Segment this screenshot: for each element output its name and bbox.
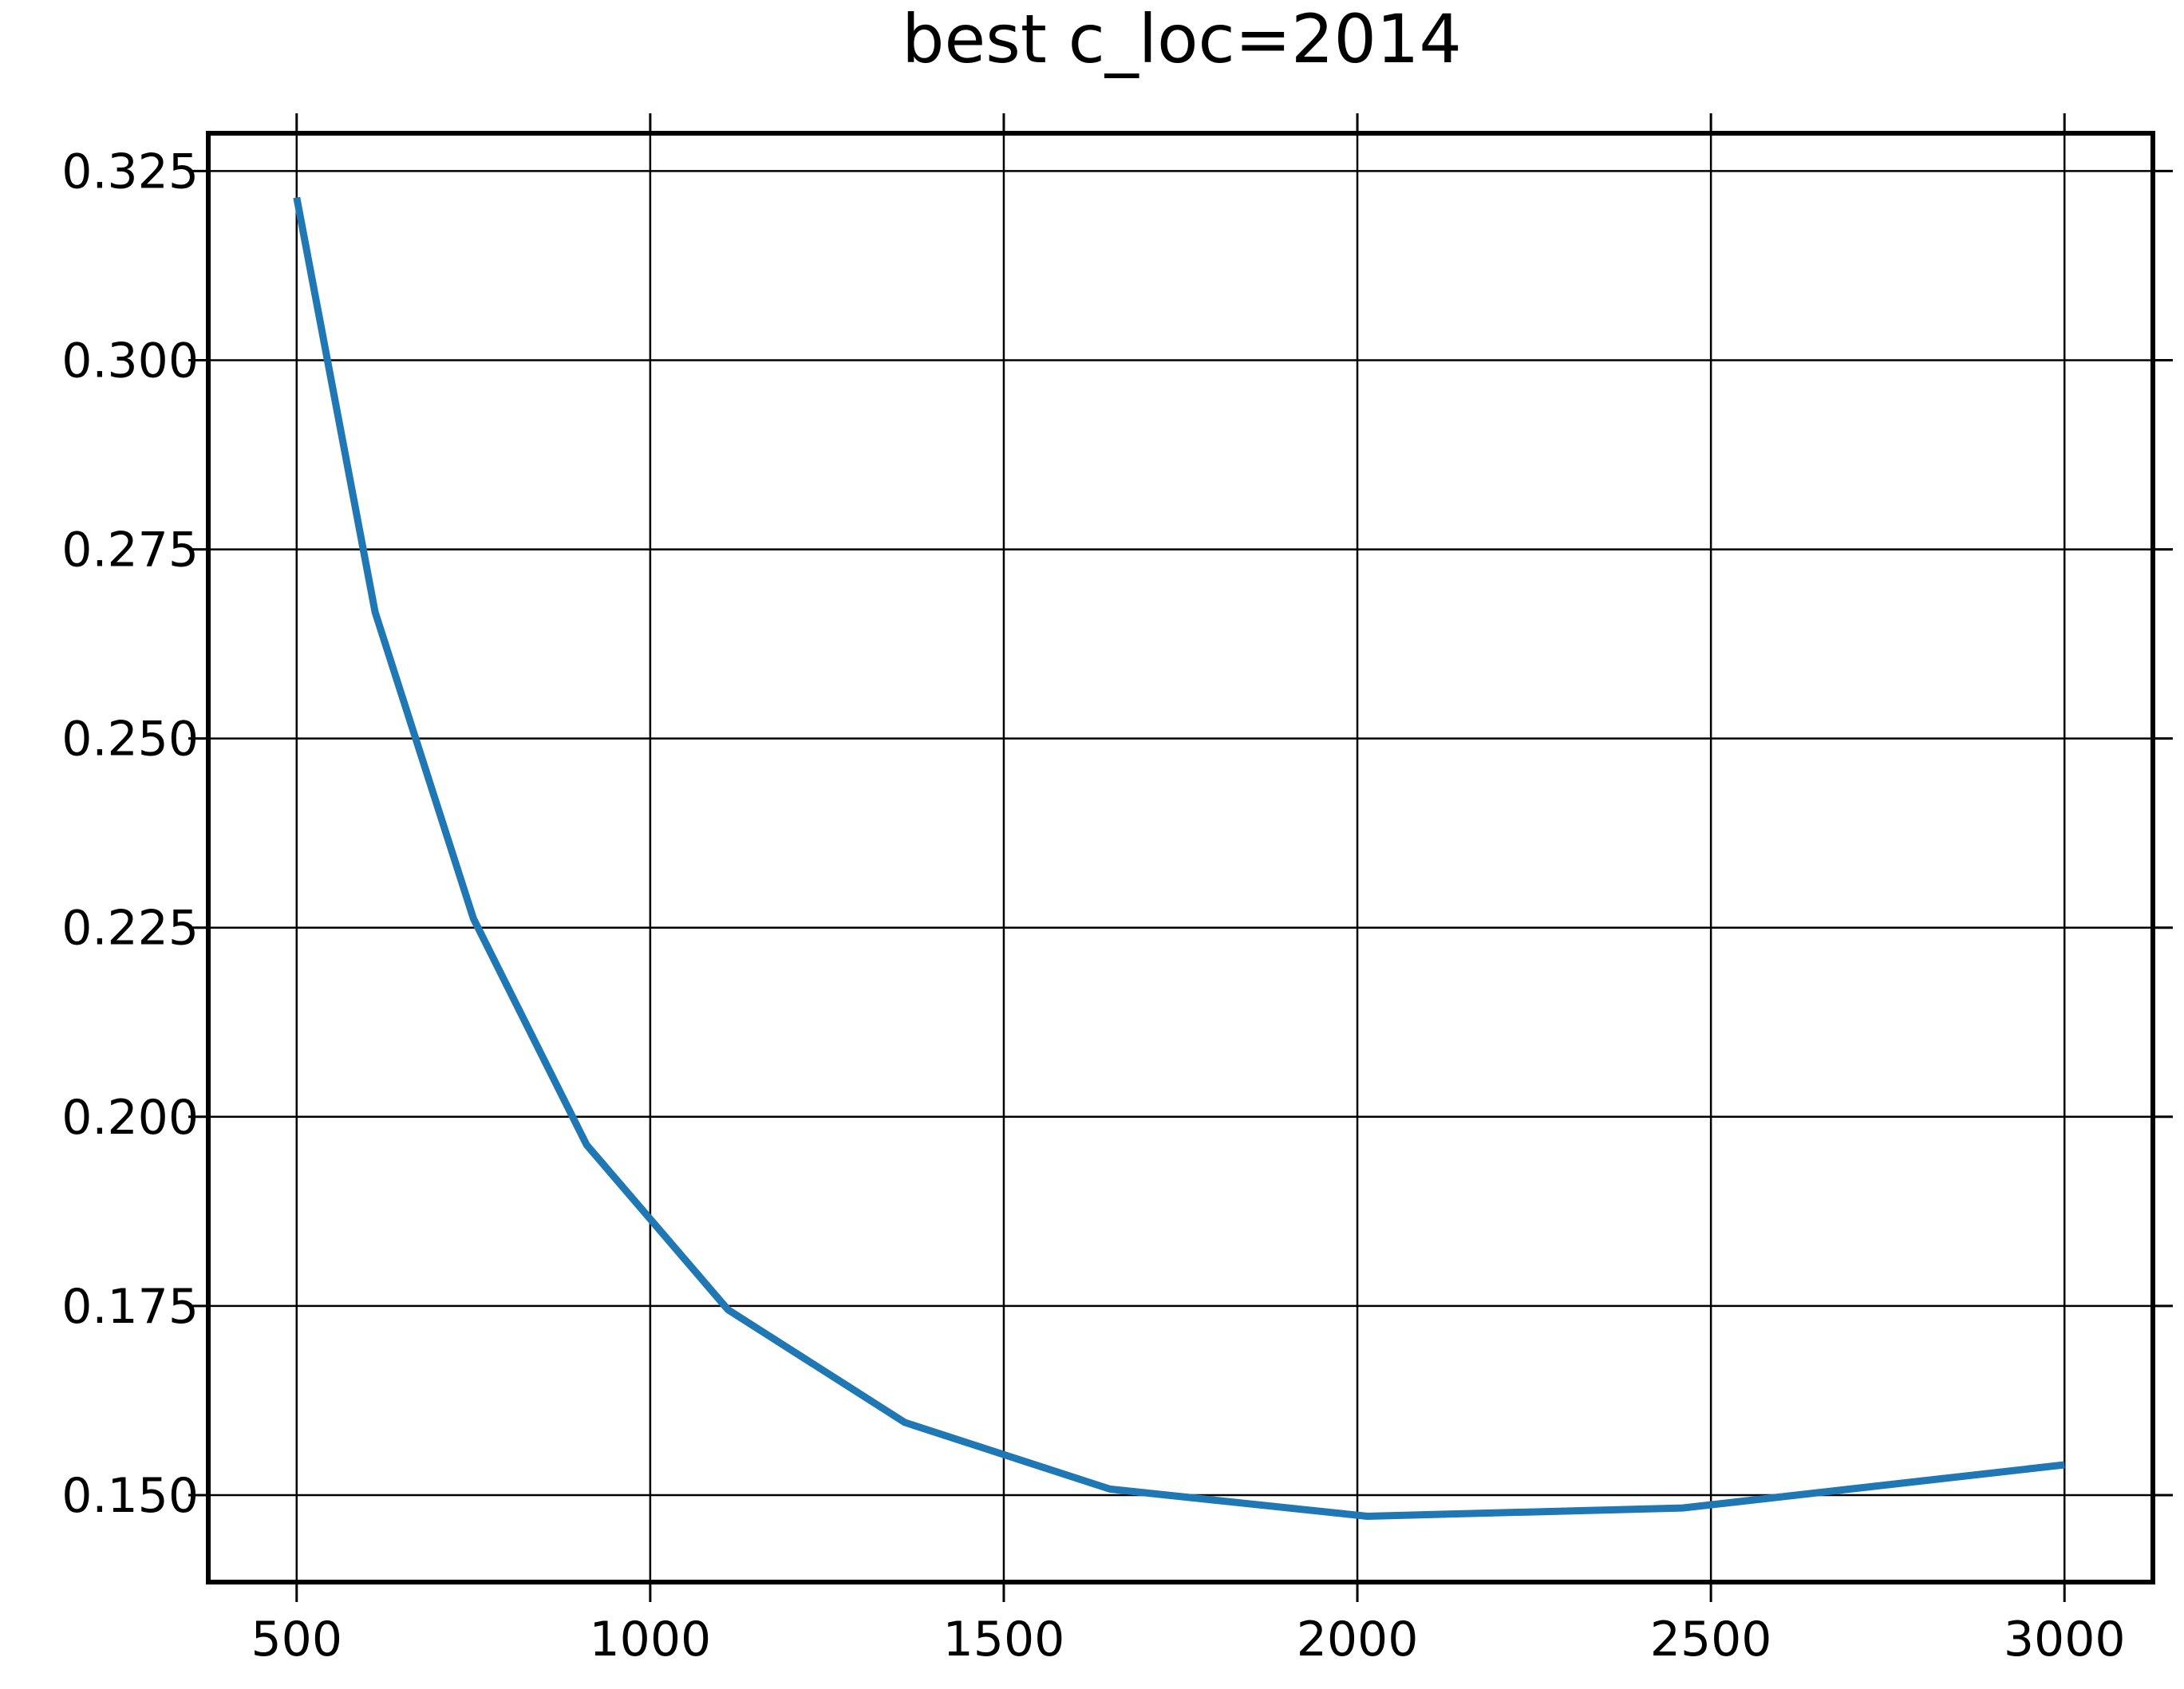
y-tick-label: 0.175 — [61, 1279, 199, 1335]
chart-title: best c_loc=2014 — [902, 0, 1462, 78]
y-tick-label: 0.300 — [61, 333, 199, 389]
plot-area-frame — [206, 131, 2155, 1584]
y-tick-label: 0.275 — [61, 523, 199, 578]
y-tick-label: 0.325 — [61, 144, 199, 199]
x-tick-label: 500 — [251, 1612, 343, 1667]
y-tick-label: 0.250 — [61, 712, 199, 768]
axis-ticks — [188, 113, 2173, 1602]
series-layer — [293, 196, 2065, 1520]
x-tick-label: 2500 — [1650, 1612, 1772, 1667]
y-tick-label: 0.225 — [61, 901, 199, 957]
x-tick-label: 1000 — [590, 1612, 712, 1667]
x-tick-label: 2000 — [1297, 1612, 1419, 1667]
y-tick-label: 0.150 — [61, 1468, 199, 1524]
x-tick-label: 1500 — [943, 1612, 1065, 1667]
series-line — [293, 196, 2065, 1520]
grid — [208, 133, 2153, 1582]
y-tick-label: 0.200 — [61, 1090, 199, 1146]
tick-labels: 500 1000 1500 2000 2500 3000 0.150 0.175 0.200 0.… — [61, 144, 2125, 1667]
x-tick-label: 3000 — [2004, 1612, 2126, 1667]
